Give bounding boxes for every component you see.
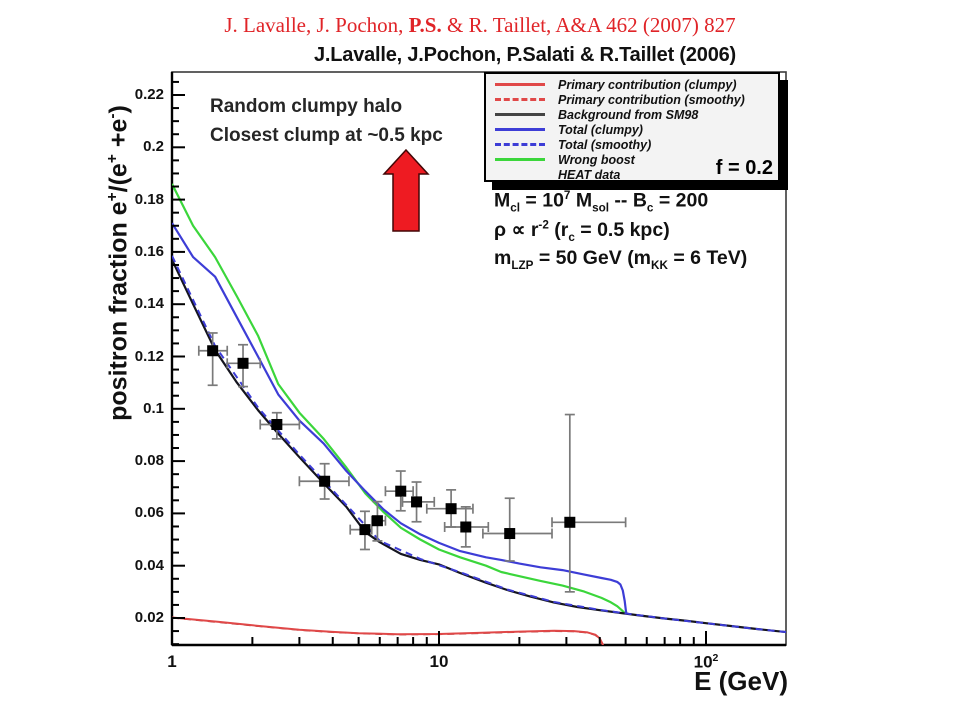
halo-annotation: Random clumpy halo Closest clump at ~0.5… — [210, 92, 443, 150]
heat-marker — [504, 528, 516, 540]
legend-line-sample — [495, 113, 545, 116]
legend-item-label: Wrong boost — [558, 152, 635, 167]
y-tick-label: 0.18 — [134, 190, 164, 208]
x-tick-label: 102 — [693, 652, 719, 672]
curve-background-from-sm98 — [172, 259, 786, 634]
legend-item-label: Total (clumpy) — [558, 122, 643, 137]
model-parameter-line: ρ ∝ r-2 (rc = 0.5 kpc) — [494, 218, 670, 244]
heat-data-point — [384, 470, 414, 512]
legend-item: Total (smoothy) — [486, 137, 778, 152]
heat-marker — [319, 475, 331, 487]
legend-item-label: Total (smoothy) — [558, 137, 652, 152]
legend-item-label: HEAT data — [558, 167, 621, 182]
boost-factor-label: f = 0.2 — [715, 157, 773, 179]
heat-marker — [564, 516, 576, 528]
heat-data-point — [401, 481, 436, 523]
curve-total-clumpy- — [172, 222, 628, 615]
halo-annotation-line2: Closest clump at ~0.5 kpc — [210, 125, 443, 146]
legend-item: Wrong boost — [486, 152, 778, 167]
legend-line-sample — [495, 143, 545, 146]
heat-marker — [237, 357, 249, 369]
legend-item: HEAT data — [486, 167, 778, 182]
legend-line-sample — [495, 128, 545, 131]
heat-data-point — [551, 413, 627, 593]
x-tick-label: 10 — [429, 652, 449, 671]
curve-wrong-boost — [172, 183, 626, 615]
y-tick-label: 0.2 — [143, 138, 164, 156]
heat-marker — [359, 524, 371, 536]
x-axis-title: E (GeV) — [694, 666, 788, 696]
model-parameters: Mcl = 107 Msol -- Bc = 200 ρ ∝ r-2 (rc = … — [494, 189, 747, 276]
credit-title-segment: & R. Taillet, A&A 462 (2007) 827 — [441, 13, 736, 37]
legend-line-sample — [495, 158, 545, 161]
legend-item: Background from SM98 — [486, 107, 778, 122]
heat-data-point — [443, 506, 490, 548]
curve-total-smoothy- — [172, 255, 786, 634]
y-tick-label: 0.02 — [134, 609, 164, 626]
curve-primary-contribution-clumpy- — [172, 616, 604, 645]
credit-title-segment: J. Lavalle, J. Pochon, — [224, 13, 409, 37]
y-tick-label: 0.04 — [134, 556, 164, 574]
y-tick-label: 0.06 — [134, 504, 164, 522]
legend-item: Primary contribution (smoothy) — [486, 92, 778, 107]
legend-item-label: Primary contribution (clumpy) — [558, 77, 737, 92]
credit-title-segment: P.S. — [408, 13, 442, 37]
heat-marker — [460, 521, 472, 533]
y-tick-label: 0.08 — [134, 452, 164, 470]
legend-item-label: Background from SM98 — [558, 107, 699, 122]
heat-marker — [445, 503, 457, 515]
model-parameter-line: mLZP = 50 GeV (mKK = 6 TeV) — [494, 247, 748, 272]
y-tick-label: 0.16 — [134, 242, 164, 260]
legend-item-label: Primary contribution (smoothy) — [558, 92, 745, 107]
heat-marker — [207, 345, 219, 357]
legend-rows: Primary contribution (clumpy) Primary con… — [486, 77, 778, 182]
model-parameter-line: Mcl = 107 Msol -- Bc = 200 — [494, 189, 709, 215]
heat-data-group — [197, 332, 627, 593]
y-tick-label: 0.12 — [134, 347, 164, 365]
legend: Primary contribution (clumpy) Primary con… — [484, 72, 780, 182]
heat-data-point — [197, 332, 229, 387]
heat-data-point — [370, 500, 387, 542]
heat-data-point — [349, 510, 373, 551]
y-tick-label: 0.22 — [134, 86, 164, 103]
heat-data-point — [259, 411, 301, 440]
red-up-arrow-icon — [382, 148, 430, 232]
legend-item: Total (clumpy) — [486, 122, 778, 137]
y-tick-label: 0.1 — [143, 399, 164, 417]
heat-marker — [411, 496, 423, 508]
legend-line-sample — [495, 83, 545, 86]
x-tick-label: 1 — [167, 652, 177, 671]
heat-data-point — [298, 462, 350, 500]
plot-title: J.Lavalle, J.Pochon, P.Salati & R.Taille… — [313, 44, 737, 66]
heat-data-point — [482, 497, 553, 562]
heat-data-point — [226, 343, 262, 388]
legend-item: Primary contribution (clumpy) — [486, 77, 778, 92]
legend-line-sample — [495, 98, 545, 101]
y-axis-title: positron fraction e+/(e+ +e-) — [104, 105, 133, 421]
y-tick-label: 0.14 — [134, 295, 164, 313]
halo-annotation-line1: Random clumpy halo — [210, 96, 403, 117]
heat-marker — [271, 418, 283, 430]
credit-title: J. Lavalle, J. Pochon, P.S. & R. Taillet… — [0, 13, 960, 38]
heat-marker — [395, 485, 407, 497]
heat-marker — [371, 515, 383, 527]
ticks-group — [171, 80, 707, 646]
